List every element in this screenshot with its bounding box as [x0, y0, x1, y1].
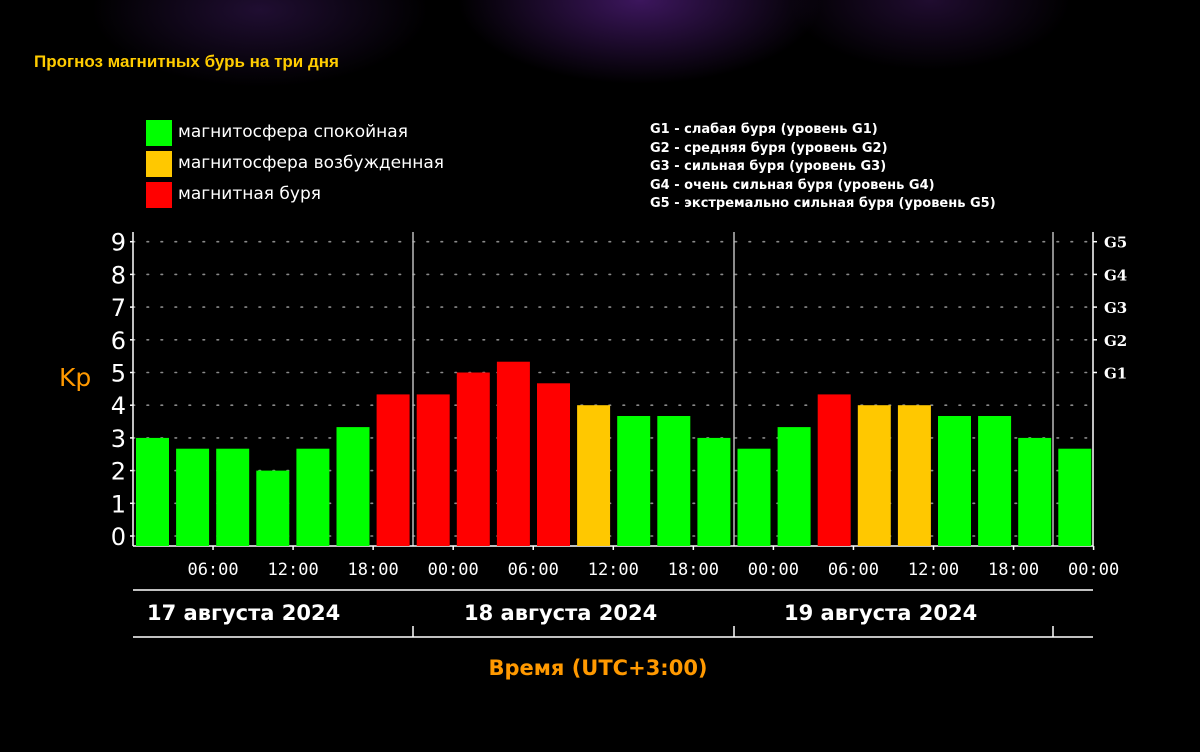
y-tick-label: 3 — [111, 425, 126, 453]
g-level-g5: G5 - экстремально сильная буря (уровень … — [650, 196, 996, 211]
kp-bar — [817, 394, 851, 546]
y-tick-label: 2 — [111, 458, 126, 486]
g-tick-label: G3 — [1104, 299, 1127, 317]
day-label: 17 августа 2024 — [147, 601, 340, 625]
y-axis-label: Kp — [59, 363, 91, 392]
g-level-g1: G1 - слабая буря (уровень G1) — [650, 122, 878, 137]
kp-bar — [336, 427, 370, 546]
kp-bar — [136, 437, 169, 546]
x-tick-label: 00:00 — [428, 560, 479, 580]
x-tick-label: 18:00 — [668, 560, 719, 580]
g-tick-label: G1 — [1104, 365, 1127, 383]
g-level-legend: G1 - слабая буря (уровень G1) G2 - средн… — [650, 121, 996, 214]
x-tick-label: 18:00 — [348, 560, 399, 580]
legend-label-active: магнитосфера возбужденная — [178, 153, 444, 173]
kp-bar — [577, 405, 611, 546]
kp-bar — [777, 427, 811, 546]
legend-swatch-active — [146, 151, 172, 177]
y-tick-label: 7 — [111, 294, 126, 322]
g-tick-label: G2 — [1104, 332, 1127, 350]
x-tick-label: 12:00 — [268, 560, 319, 580]
g-level-g2: G2 - средняя буря (уровень G2) — [650, 140, 888, 156]
kp-bar — [938, 415, 971, 546]
kp-bar — [617, 415, 651, 546]
x-tick-label: 12:00 — [588, 560, 639, 580]
kp-bar — [1018, 437, 1052, 546]
y-tick-label: 8 — [111, 261, 126, 289]
x-tick-label: 12:00 — [908, 560, 959, 580]
y-tick-label: 9 — [111, 229, 126, 257]
day-label: 19 августа 2024 — [784, 601, 977, 625]
y-tick-label: 6 — [111, 327, 126, 355]
y-tick-label: 1 — [111, 490, 126, 518]
kp-bar — [537, 383, 570, 546]
kp-bar — [978, 415, 1012, 546]
y-tick-label: 5 — [111, 360, 126, 388]
x-tick-label: 06:00 — [187, 560, 238, 580]
legend-swatch-quiet — [146, 120, 172, 146]
kp-bar — [256, 470, 290, 546]
kp-bar — [737, 448, 771, 546]
y-tick-label: 0 — [111, 523, 126, 551]
g-level-g3: G3 - сильная буря (уровень G3) — [650, 159, 887, 174]
page-title: Прогноз магнитных бурь на три дня — [34, 52, 339, 71]
x-axis-label: Время (UTC+3:00) — [488, 656, 707, 680]
day-label: 18 августа 2024 — [464, 601, 657, 625]
x-tick-label: 00:00 — [1068, 560, 1119, 580]
legend-swatch-storm — [146, 182, 172, 208]
x-tick-label: 00:00 — [748, 560, 799, 580]
kp-bar — [176, 448, 210, 546]
g-tick-label: G5 — [1104, 234, 1127, 252]
legend-label-storm: магнитная буря — [178, 184, 321, 204]
kp-bar — [416, 394, 450, 546]
legend-label-quiet: магнитосфера спокойная — [178, 122, 408, 142]
kp-bar — [697, 437, 731, 546]
kp-bar — [1058, 448, 1092, 546]
y-tick-label: 4 — [111, 392, 126, 420]
kp-bar — [456, 372, 490, 546]
kp-bar — [897, 405, 931, 546]
kp-bar — [857, 405, 891, 546]
g-level-g4: G4 - очень сильная буря (уровень G4) — [650, 177, 935, 193]
x-tick-label: 18:00 — [988, 560, 1039, 580]
x-tick-label: 06:00 — [828, 560, 879, 580]
g-tick-label: G4 — [1104, 266, 1127, 284]
kp-bar — [376, 394, 410, 546]
kp-bar — [496, 361, 530, 546]
x-tick-label: 06:00 — [508, 560, 559, 580]
kp-bar — [296, 448, 330, 546]
kp-bar — [216, 448, 250, 546]
kp-bar — [657, 415, 691, 546]
